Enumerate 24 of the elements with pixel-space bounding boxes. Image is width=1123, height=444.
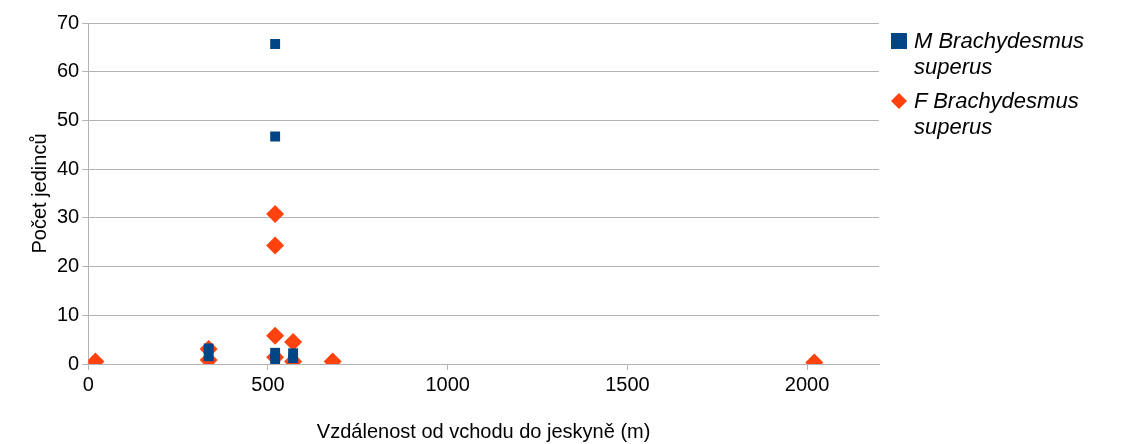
y-tick-label: 0: [68, 351, 80, 374]
y-axis-title: Počet jedinců: [27, 133, 50, 254]
point: [270, 131, 281, 142]
point: [288, 348, 299, 359]
point: [270, 39, 281, 49]
x-tick-label: 500: [251, 372, 285, 395]
legend-label: F Brachydesmus superus: [914, 88, 1080, 140]
legend-label: M Brachydesmus superus: [914, 28, 1085, 80]
y-tick-label: 40: [57, 156, 80, 179]
y-tick-label: 30: [57, 205, 80, 228]
x-axis-title: Vzdálenost od vchodu do jeskyně (m): [316, 419, 651, 442]
x-tick-label: 0: [82, 372, 94, 395]
x-tick-label: 2000: [784, 372, 830, 395]
point: [266, 204, 285, 223]
point: [266, 326, 285, 345]
x-tick-label: 1000: [425, 372, 470, 395]
y-tick-label: 20: [57, 254, 80, 277]
y-tick-label: 60: [57, 59, 80, 82]
y-tick-label: 50: [57, 107, 80, 130]
point: [266, 236, 285, 255]
y-tick-label: 10: [57, 302, 80, 325]
point: [270, 347, 281, 358]
y-tick-label: 70: [57, 10, 80, 33]
x-tick-label: 1500: [605, 372, 650, 395]
